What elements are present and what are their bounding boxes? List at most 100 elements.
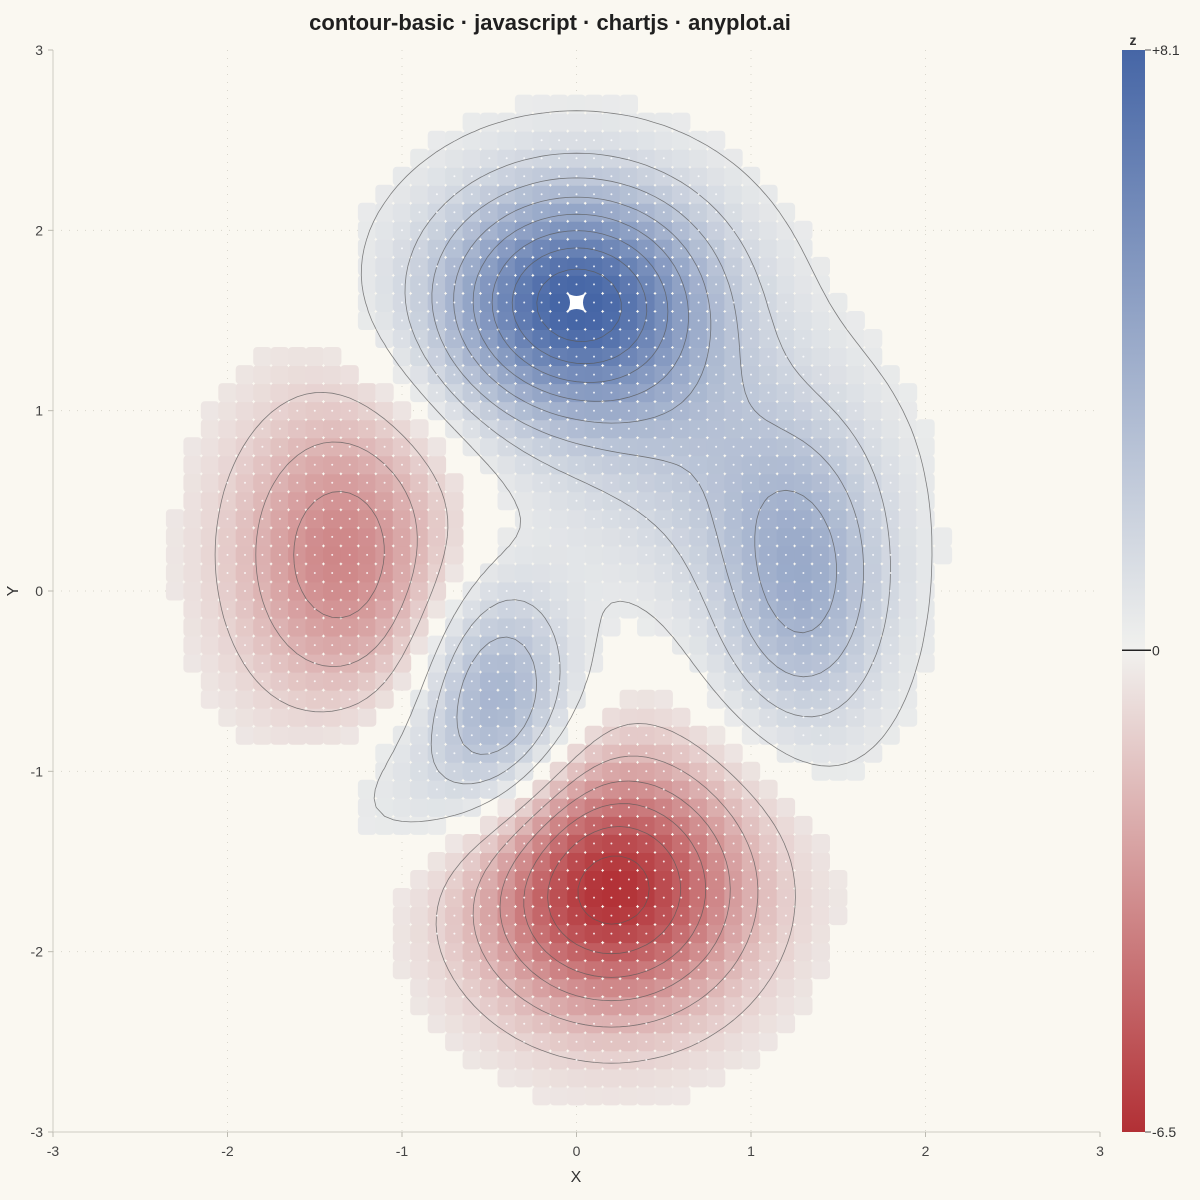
colorbar-gradient (1122, 50, 1145, 1132)
sample-point (523, 175, 526, 178)
heat-cell (654, 599, 673, 619)
sample-point (610, 1022, 613, 1025)
sample-point (645, 1058, 648, 1061)
sample-point (697, 1040, 700, 1043)
heat-cell (724, 166, 743, 186)
sample-point (854, 680, 857, 683)
heat-cell (514, 112, 534, 132)
sample-point (418, 265, 421, 268)
sample-point (784, 572, 787, 574)
heat-cell (392, 671, 412, 691)
heat-cell (427, 996, 447, 1016)
sample-point (750, 590, 752, 592)
heat-cell (724, 743, 743, 763)
sample-point (296, 445, 299, 448)
sample-point (645, 373, 648, 376)
sample-point (645, 788, 648, 791)
sample-point (488, 950, 491, 953)
sample-point (872, 481, 875, 484)
sample-point (453, 319, 456, 322)
sample-point (662, 932, 665, 935)
heat-cell (881, 437, 900, 457)
heat-cell (584, 527, 604, 547)
sample-point (470, 932, 473, 935)
sample-point (784, 499, 787, 502)
heat-cell (846, 383, 865, 403)
sample-point (767, 716, 770, 719)
heat-cell (689, 130, 708, 150)
sample-point (784, 860, 787, 863)
heat-cell (427, 455, 447, 475)
heat-cell (392, 419, 412, 439)
sample-point (662, 824, 665, 827)
sample-point (872, 427, 875, 430)
sample-point (505, 175, 508, 178)
heat-cell (811, 311, 830, 330)
heat-cell (392, 401, 412, 421)
heat-cell (532, 545, 551, 565)
sample-point (750, 283, 752, 286)
heat-cell (375, 220, 394, 240)
sample-point (715, 932, 718, 935)
heat-cell (410, 978, 429, 998)
sample-point (331, 517, 334, 520)
sample-point (750, 626, 752, 629)
sample-point (802, 427, 805, 430)
sample-point (558, 355, 561, 358)
heat-cell (794, 743, 813, 763)
sample-point (697, 770, 700, 773)
sample-point (750, 517, 752, 520)
heat-cell (637, 581, 656, 601)
sample-point (401, 517, 403, 520)
sample-point (610, 878, 613, 881)
heat-cell (235, 671, 255, 691)
sample-point (296, 680, 299, 683)
heat-cell (392, 202, 412, 222)
sample-point (575, 1022, 578, 1025)
sample-point (366, 590, 369, 592)
sample-point (715, 301, 718, 304)
sample-point (401, 247, 403, 250)
sample-point (715, 229, 718, 232)
heat-cell (811, 274, 830, 294)
heat-cell (741, 166, 761, 186)
sample-point (784, 445, 787, 448)
heat-cell (829, 761, 848, 781)
sample-point (784, 463, 787, 466)
sample-point (750, 409, 752, 412)
sample-point (366, 427, 369, 430)
sample-point (540, 608, 543, 610)
sample-point (313, 698, 316, 701)
sample-point (331, 662, 334, 665)
sample-point (645, 770, 648, 773)
sample-point (523, 211, 526, 214)
sample-point (697, 824, 700, 827)
sample-point (802, 499, 805, 502)
sample-point (505, 373, 508, 376)
x-tick-label: -3 (47, 1143, 60, 1159)
sample-point (593, 355, 595, 358)
heat-cell (811, 924, 830, 944)
sample-point (540, 590, 543, 592)
sample-point (767, 842, 770, 845)
sample-point (784, 896, 787, 899)
heat-cell (357, 815, 377, 835)
heat-cell (846, 725, 865, 745)
sample-point (523, 896, 526, 899)
sample-point (627, 211, 630, 214)
heat-cell (776, 942, 796, 962)
heat-cell (183, 653, 202, 673)
sample-point (645, 842, 648, 845)
heat-cell (829, 743, 848, 763)
sample-point (715, 247, 718, 250)
sample-point (244, 553, 246, 556)
sample-point (278, 644, 281, 647)
sample-point (558, 842, 561, 845)
heat-cell (898, 527, 918, 547)
sample-point (348, 608, 351, 610)
sample-point (313, 409, 316, 412)
heat-cell (392, 888, 412, 907)
sample-point (662, 950, 665, 953)
sample-point (418, 355, 421, 358)
sample-point (558, 896, 561, 899)
